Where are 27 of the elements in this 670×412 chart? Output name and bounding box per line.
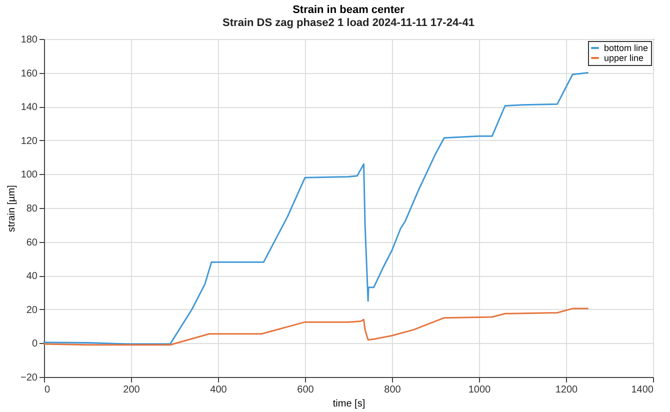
- line-series: [43, 72, 588, 345]
- y-tick-label: 0: [32, 338, 38, 350]
- y-tick-label: 180: [20, 34, 38, 46]
- x-tick-label: 0: [44, 384, 50, 396]
- y-tick-label: 120: [20, 136, 38, 147]
- y-tick-label: 140: [20, 102, 38, 114]
- y-tick-label: −20: [20, 372, 38, 384]
- legend-label: bottom line: [604, 43, 648, 53]
- y-axis-title: strain [µm]: [6, 184, 18, 232]
- line-series: [43, 308, 588, 346]
- x-tick-label: 200: [123, 384, 140, 396]
- chart-title: Strain in beam center: [292, 4, 406, 16]
- x-tick-label: 1400: [631, 384, 654, 396]
- x-tick-label: 1000: [468, 384, 492, 396]
- x-tick-label: 600: [297, 384, 314, 396]
- y-tick-label: 20: [26, 304, 38, 316]
- y-tick-label: 80: [26, 204, 38, 214]
- y-tick-label: 100: [20, 170, 38, 181]
- x-tick-label: 800: [384, 384, 402, 396]
- y-tick-label: 40: [26, 271, 38, 282]
- y-tick-label: 160: [20, 68, 38, 80]
- x-tick-label: 1200: [555, 384, 578, 396]
- x-axis-title: time [s]: [332, 398, 366, 410]
- chart-subtitle: Strain DS zag phase2 1 load 2024-11-11 17-24-41: [222, 17, 474, 29]
- legend-label: upper line: [604, 53, 644, 63]
- y-tick-label: 60: [26, 237, 38, 248]
- x-tick-label: 400: [210, 384, 228, 396]
